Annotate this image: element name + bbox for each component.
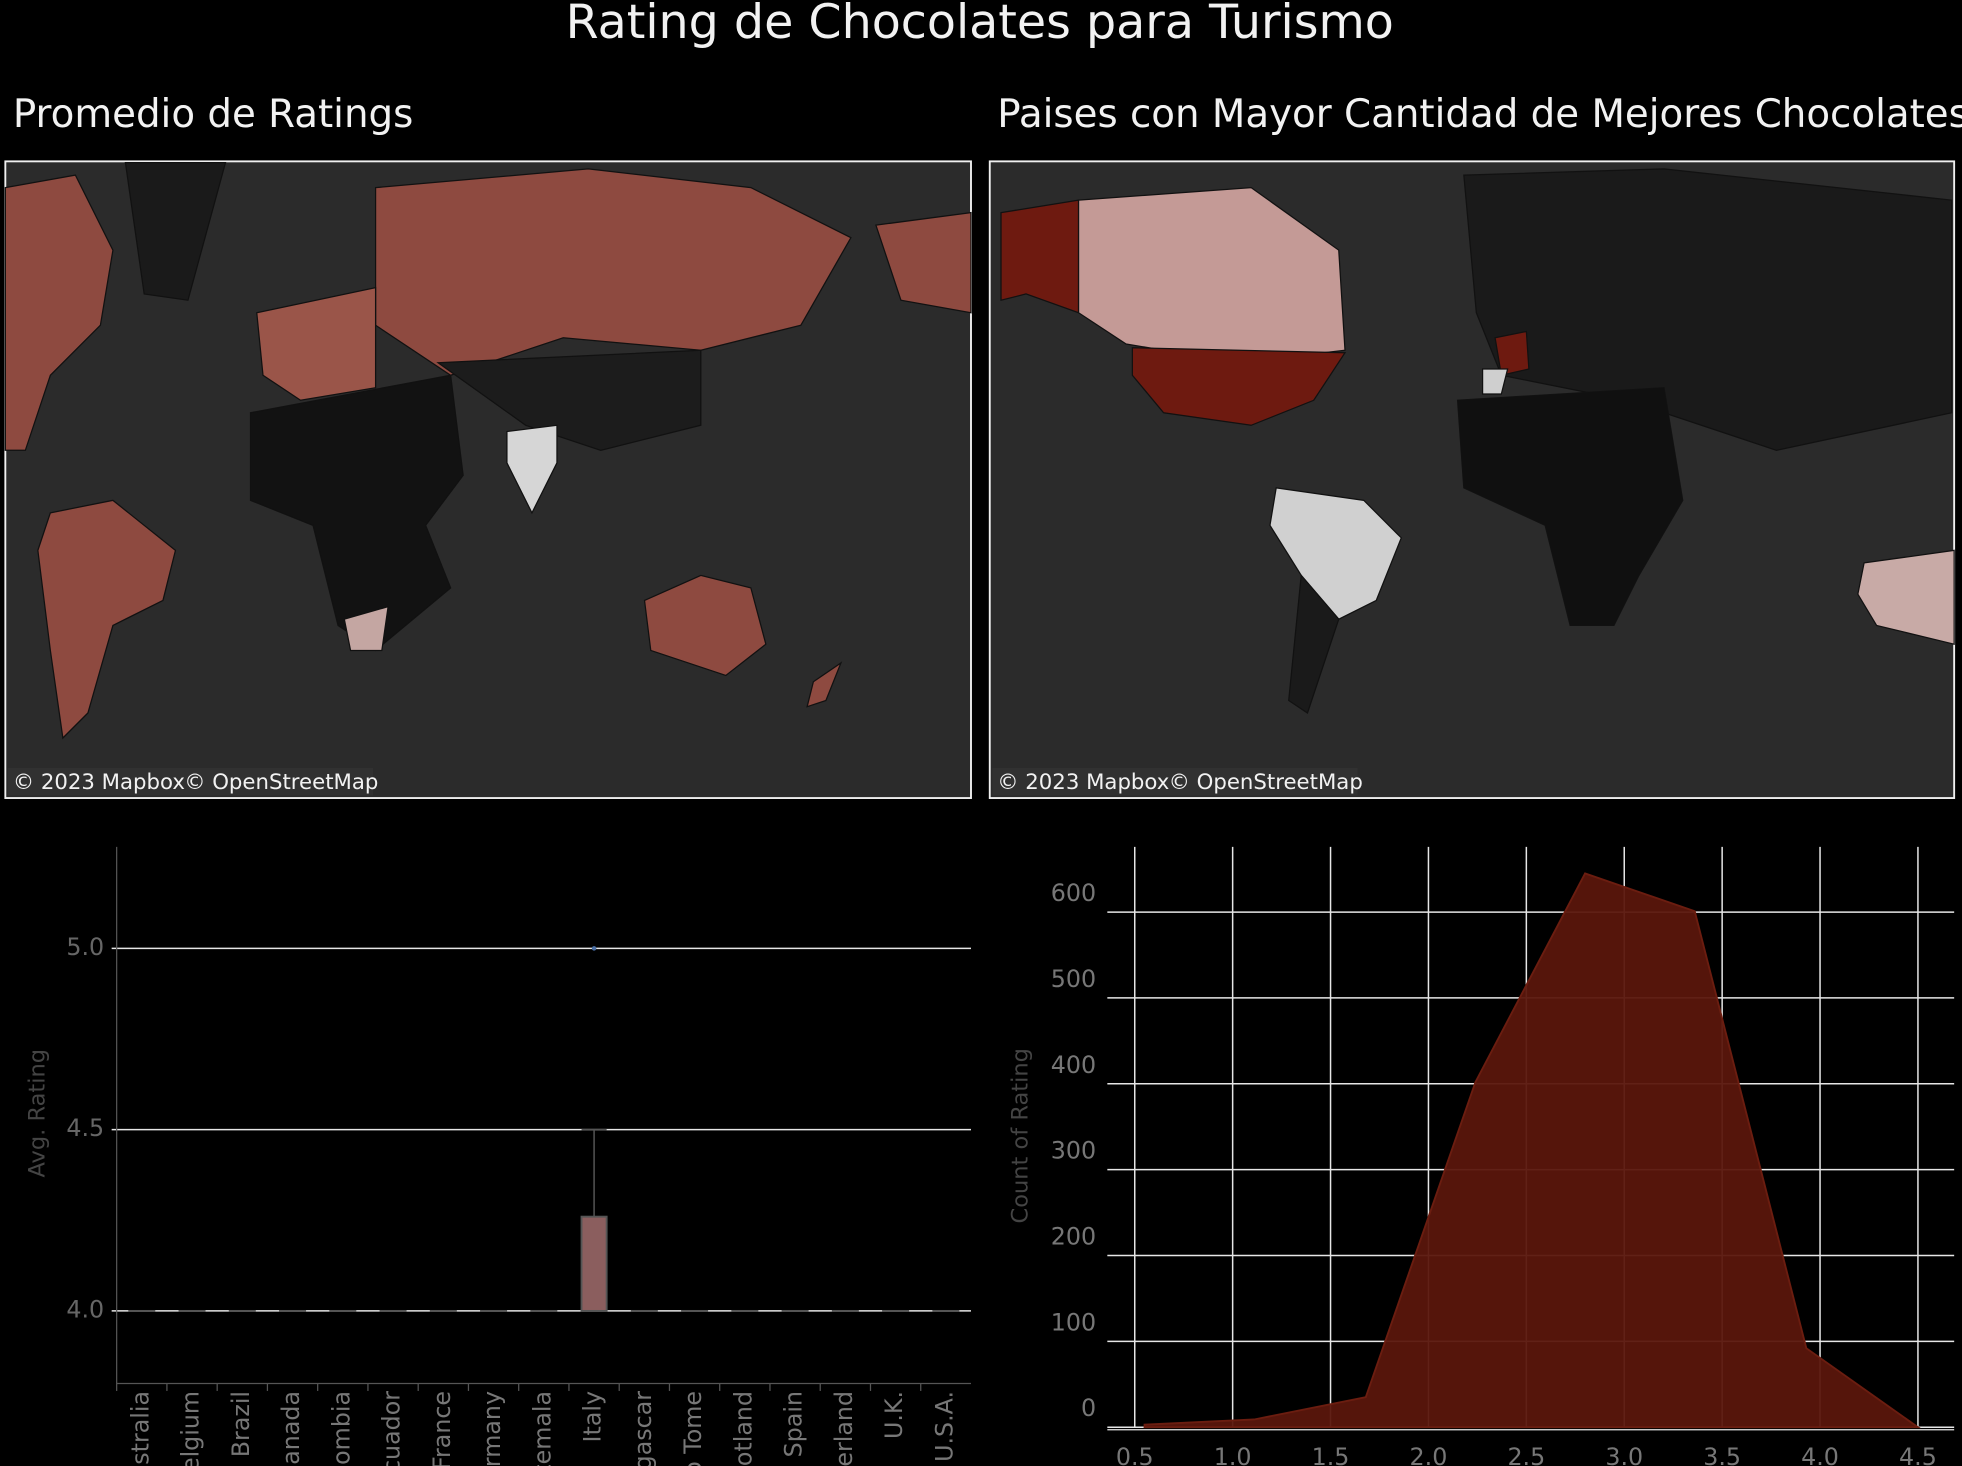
- land: [1000, 199, 1080, 314]
- attribution-box: [7, 768, 374, 796]
- y-tick-label: 300: [1051, 1137, 1096, 1165]
- x-tick-label: 4.5: [1899, 1443, 1937, 1466]
- land: [1857, 549, 1955, 645]
- x-tick-label: Australia: [126, 1391, 154, 1466]
- x-tick-label: Belgium: [177, 1391, 205, 1466]
- x-tick-label: U.S.A.: [930, 1391, 958, 1462]
- x-tick-label: France: [428, 1391, 456, 1466]
- land: [1456, 387, 1684, 627]
- x-tick-label: Switzerland: [830, 1391, 858, 1466]
- land: [124, 161, 227, 301]
- x-tick-label: Guatemala: [528, 1391, 556, 1466]
- land: [37, 499, 177, 740]
- y-axis-label: Avg. Rating: [24, 1049, 50, 1178]
- x-tick-label: 4.0: [1801, 1443, 1839, 1466]
- y-tick-label: 4.0: [66, 1295, 104, 1323]
- y-tick-label: 0: [1081, 1394, 1096, 1422]
- attribution[interactable]: © 2023 Mapbox: [13, 770, 185, 795]
- y-tick-label: 200: [1051, 1222, 1096, 1250]
- x-tick-label: U.K.: [880, 1391, 908, 1439]
- attribution[interactable]: © OpenStreetMap: [1169, 770, 1363, 795]
- land: [506, 424, 558, 515]
- land: [1269, 487, 1403, 620]
- x-tick-label: Spain: [780, 1391, 808, 1457]
- land: [4, 174, 114, 451]
- y-tick-label: 500: [1051, 965, 1096, 993]
- y-axis-label: Count of Rating: [1008, 1048, 1034, 1223]
- y-tick-label: 5.0: [66, 933, 104, 961]
- land: [1481, 368, 1509, 395]
- attribution[interactable]: © 2023 Mapbox: [997, 770, 1169, 795]
- map-shapes: [1000, 168, 1955, 714]
- attribution[interactable]: © OpenStreetMap: [184, 770, 378, 795]
- land: [256, 286, 377, 401]
- x-tick-label: 3.0: [1605, 1443, 1643, 1466]
- y-tick-label: 100: [1051, 1308, 1096, 1336]
- land: [806, 661, 843, 708]
- x-tick-label: Sao Tome: [679, 1391, 707, 1466]
- x-tick-label: 2.5: [1507, 1443, 1545, 1466]
- map-title: Paises con Mayor Cantidad de Mejores Cho…: [997, 92, 1962, 137]
- map-shapes: [4, 161, 972, 740]
- dashboard-title: Rating de Chocolates para Turismo: [566, 0, 1394, 50]
- attribution-box: [992, 768, 1358, 796]
- x-tick-label: Ecuador: [378, 1391, 406, 1466]
- y-tick-label: 400: [1051, 1051, 1096, 1079]
- land: [343, 605, 389, 652]
- land: [1288, 573, 1340, 714]
- map[interactable]: © 2023 Mapbox © OpenStreetMap: [988, 160, 1956, 799]
- map-title: Promedio de Ratings: [13, 92, 413, 137]
- x-tick-label: Colombia: [327, 1391, 355, 1466]
- x-tick-label: Italy: [579, 1391, 607, 1443]
- land: [875, 211, 972, 314]
- x-tick-label: 1.5: [1312, 1443, 1350, 1466]
- x-tick-label: Madagascar: [629, 1391, 657, 1466]
- land: [1463, 168, 1953, 451]
- x-tick-label: 3.5: [1703, 1443, 1741, 1466]
- y-tick-label: 600: [1051, 879, 1096, 907]
- land: [643, 574, 767, 677]
- land: [1494, 330, 1530, 377]
- outlier: [591, 946, 597, 951]
- land: [436, 349, 702, 451]
- x-tick-label: 1.0: [1214, 1443, 1252, 1466]
- x-tick-label: Germany: [478, 1391, 506, 1466]
- land: [249, 374, 464, 652]
- x-tick-label: 2.0: [1410, 1443, 1448, 1466]
- land: [374, 168, 852, 376]
- land: [1131, 347, 1347, 426]
- area: [1143, 872, 1921, 1429]
- y-tick-label: 4.5: [66, 1114, 104, 1142]
- map[interactable]: © 2023 Mapbox © OpenStreetMap: [4, 160, 972, 799]
- x-tick-label: Canada: [277, 1391, 305, 1466]
- x-tick-label: Scotland: [729, 1391, 757, 1466]
- x-tick-label: 0.5: [1116, 1443, 1154, 1466]
- x-tick-label: Brazil: [227, 1391, 255, 1457]
- box: [580, 1215, 608, 1312]
